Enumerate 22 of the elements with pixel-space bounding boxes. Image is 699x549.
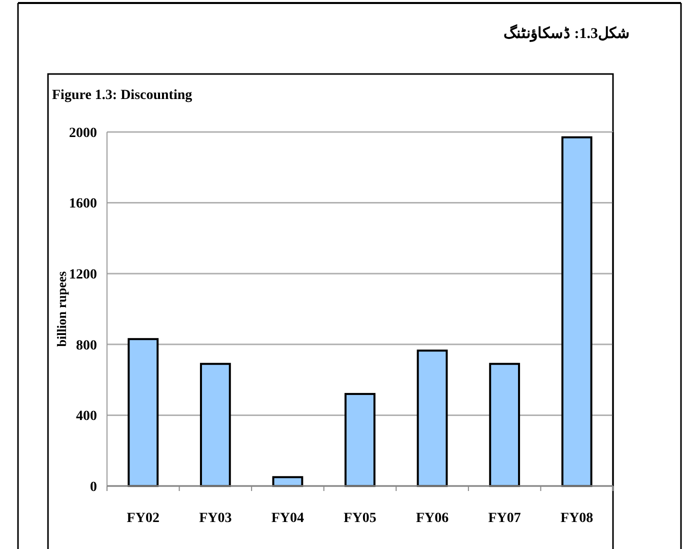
x-tick-label: FY06	[416, 511, 449, 526]
x-tick-label: FY08	[560, 511, 594, 526]
y-tick-label: 2000	[69, 126, 97, 141]
x-tick-label: FY07	[488, 511, 521, 526]
chart-title: شکل1.3: ڈسکاؤنٹنگ	[504, 24, 630, 42]
bar	[561, 136, 592, 487]
x-tick-label: FY03	[199, 511, 232, 526]
y-axis-title: billion rupees	[54, 271, 69, 347]
bar	[344, 392, 376, 487]
bar	[128, 338, 159, 487]
bar	[489, 362, 520, 487]
x-tick-label: FY04	[271, 511, 304, 526]
x-tick-label: FY02	[126, 511, 160, 526]
y-tick-label: 1200	[69, 268, 97, 282]
y-tick-label: 0	[90, 480, 97, 495]
bar	[416, 350, 448, 487]
y-tick-label: 1600	[69, 196, 97, 212]
y-tick-label: 400	[76, 409, 97, 424]
chart-subtitle: Figure 1.3: Discounting	[52, 88, 192, 103]
y-tick-label: 800	[76, 338, 97, 354]
bar	[200, 362, 231, 487]
x-tick-label: FY05	[344, 511, 376, 526]
